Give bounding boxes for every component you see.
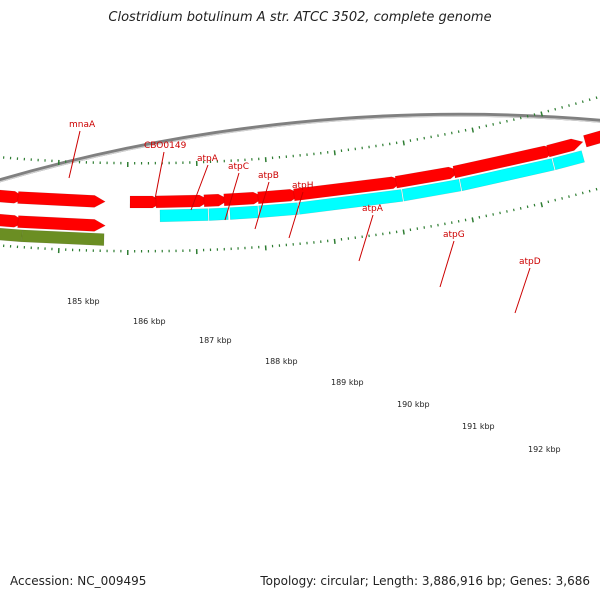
minor-tick	[512, 208, 515, 212]
forward-cds-track	[159, 150, 585, 223]
minor-tick	[581, 100, 584, 104]
major-tick	[471, 127, 474, 133]
gene-label-atpD[interactable]: atpD	[519, 257, 541, 267]
scale-label-191: 191 kbp	[462, 422, 495, 431]
other-feature-track	[0, 227, 105, 246]
minor-tick	[512, 118, 515, 121]
minor-tick	[568, 195, 570, 198]
leader-line	[254, 181, 270, 230]
minor-tick	[561, 197, 563, 200]
minor-tick	[519, 207, 522, 210]
scale-label-188: 188 kbp	[265, 357, 298, 366]
minor-tick	[464, 128, 467, 132]
minor-tick	[526, 114, 529, 118]
minor-tick	[595, 96, 598, 100]
scale-label-186: 186 kbp	[133, 317, 166, 326]
leader-line	[439, 240, 455, 288]
gene-label-atpA-1[interactable]: atpA	[197, 154, 219, 164]
scale-label-190: 190 kbp	[397, 400, 430, 409]
accession-text: Accession: NC_009495	[10, 574, 147, 588]
major-tick	[333, 150, 336, 156]
forward-cds-segment[interactable]	[552, 150, 585, 171]
forward-cds-segment[interactable]	[298, 189, 404, 215]
minor-tick	[499, 211, 501, 215]
gene-label-atpH[interactable]: atpH	[292, 181, 314, 191]
forward-cds-segment[interactable]	[159, 208, 209, 223]
minor-tick	[506, 210, 508, 213]
minor-tick	[492, 123, 495, 126]
minor-tick	[574, 193, 577, 197]
minor-tick	[554, 198, 557, 202]
gene-label-mnaA[interactable]: mnaA	[69, 120, 96, 130]
scale-label-192: 192 kbp	[528, 445, 561, 454]
gene-label-atpG[interactable]: atpG	[443, 230, 465, 240]
gene-label-atpB[interactable]: atpB	[258, 171, 279, 181]
minor-tick	[561, 106, 564, 109]
minor-tick	[499, 121, 501, 125]
major-tick	[471, 217, 474, 223]
outer-tick-marks	[2, 187, 598, 255]
reverse-cds-track	[0, 129, 600, 232]
leader-line	[68, 130, 81, 179]
minor-tick	[581, 191, 584, 195]
scale-label-187: 187 kbp	[199, 336, 232, 345]
reverse-cds-arrow[interactable]	[17, 191, 106, 208]
minor-tick	[506, 119, 508, 123]
genome-stats-text: Topology: circular; Length: 3,886,916 bp…	[260, 574, 590, 588]
leader-line	[224, 172, 240, 221]
major-tick	[540, 111, 544, 117]
leader-line	[358, 214, 374, 262]
inner-tick-marks	[2, 96, 598, 167]
minor-tick	[547, 200, 550, 204]
major-tick	[333, 238, 336, 244]
genome-backbone-highlight	[0, 115, 600, 183]
major-tick	[402, 229, 405, 235]
leader-line	[154, 151, 165, 200]
reverse-cds-arrow[interactable]	[583, 129, 600, 148]
leader-line	[514, 267, 531, 314]
map-title: Clostridium botulinum A str. ATCC 3502, …	[108, 10, 492, 25]
minor-tick	[554, 107, 557, 111]
gene-label-atpA-2[interactable]: atpA	[362, 204, 384, 214]
forward-cds-segment[interactable]	[229, 205, 259, 220]
other-feature-segment[interactable]	[0, 227, 23, 243]
leader-line	[190, 164, 209, 211]
major-tick	[402, 140, 405, 146]
minor-tick	[588, 98, 591, 102]
major-tick	[540, 202, 544, 208]
reverse-cds-arrow[interactable]	[155, 194, 211, 209]
scale-label-189: 189 kbp	[331, 378, 364, 387]
other-feature-segment[interactable]	[21, 229, 105, 246]
reverse-cds-arrow[interactable]	[17, 215, 106, 232]
scale-label-185: 185 kbp	[67, 297, 100, 306]
forward-cds-segment[interactable]	[258, 202, 299, 219]
minor-tick	[485, 124, 488, 128]
minor-tick	[568, 104, 570, 107]
minor-tick	[519, 116, 522, 120]
minor-tick	[485, 214, 488, 218]
scale-labels: 185 kbp 186 kbp 187 kbp 188 kbp 189 kbp …	[67, 297, 561, 454]
minor-tick	[478, 126, 481, 129]
minor-tick	[533, 113, 536, 116]
minor-tick	[547, 109, 550, 113]
minor-tick	[588, 189, 591, 193]
minor-tick	[533, 203, 536, 207]
leader-line	[288, 191, 304, 239]
forward-cds-segment[interactable]	[459, 158, 555, 192]
forward-cds-segment[interactable]	[401, 178, 462, 202]
minor-tick	[492, 213, 494, 216]
minor-tick	[574, 102, 577, 105]
gene-labels: mnaA CBO0149 atpA atpC atpB atpH atpA at…	[68, 120, 541, 314]
gene-label-CBO0149[interactable]: CBO0149	[144, 141, 187, 151]
gene-label-atpC[interactable]: atpC	[228, 162, 249, 172]
minor-tick	[595, 187, 598, 191]
reverse-cds-arrow[interactable]	[546, 138, 584, 158]
minor-tick	[526, 205, 529, 209]
